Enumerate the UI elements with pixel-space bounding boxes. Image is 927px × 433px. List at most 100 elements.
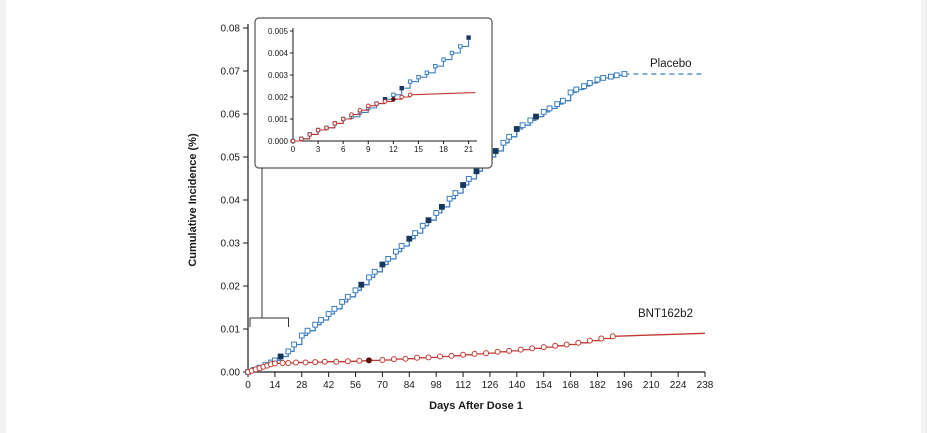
x-tick-label: 14 (269, 380, 281, 391)
inset-x-tick-label: 18 (439, 145, 448, 154)
x-tick-label: 0 (245, 380, 251, 391)
placebo-marker (446, 195, 453, 202)
bnt162b2-marker (271, 360, 278, 367)
placebo-marker (465, 176, 472, 182)
bnt162b2-marker (290, 138, 296, 144)
placebo-curve-label: Placebo (650, 58, 692, 70)
placebo-marker (318, 317, 324, 323)
page-edge-right (921, 0, 927, 433)
placebo-marker (312, 321, 319, 328)
placebo-marker (533, 113, 539, 120)
bnt162b2-marker (315, 127, 321, 133)
bnt162b2-marker (506, 347, 513, 354)
placebo-marker (441, 57, 446, 62)
inset-x-tick-label: 21 (464, 145, 473, 154)
placebo-marker (416, 75, 421, 80)
placebo-marker (506, 133, 513, 140)
bnt162b2-marker (586, 337, 593, 344)
bnt162b2-marker (391, 96, 396, 102)
bnt162b2-marker (374, 101, 379, 106)
placebo-marker (425, 217, 432, 224)
placebo-marker (277, 353, 284, 360)
placebo-marker (391, 92, 396, 97)
placebo-marker (466, 35, 471, 40)
placebo-marker (449, 50, 455, 56)
bnt162b2-curve (248, 336, 614, 373)
y-tick-label: 0.08 (221, 24, 241, 35)
bnt162b2-marker (366, 357, 372, 364)
bnt162b2-marker (402, 355, 409, 362)
inset-y-tick-label: 0.000 (268, 137, 289, 146)
placebo-marker (608, 73, 614, 80)
inset-y-tick-label: 0.004 (268, 49, 289, 58)
placebo-marker (546, 105, 553, 112)
bnt162b2-marker (563, 341, 570, 348)
y-tick-label: 0.06 (221, 110, 241, 121)
bnt162b2-marker (425, 354, 432, 361)
bnt162b2-marker (349, 112, 354, 117)
placebo-marker (371, 268, 378, 275)
x-tick-label: 56 (350, 380, 362, 391)
y-tick-label: 0.01 (221, 325, 241, 336)
bnt162b2-marker (609, 333, 616, 340)
y-tick-label: 0.07 (221, 67, 241, 78)
bnt162b2-marker (333, 358, 340, 365)
inset-x-tick-label: 6 (341, 145, 346, 154)
placebo-marker (393, 248, 399, 255)
bnt162b2-marker (340, 116, 346, 122)
placebo-marker (366, 274, 372, 281)
bnt162b2-marker (302, 359, 309, 366)
placebo-marker (613, 72, 620, 79)
placebo-marker (540, 109, 547, 115)
x-tick-label: 84 (404, 380, 416, 391)
bnt162b2-marker (299, 136, 304, 142)
bnt162b2-marker (344, 358, 351, 365)
placebo-marker (527, 117, 534, 124)
placebo-marker (452, 190, 459, 196)
inset-y-tick-label: 0.005 (268, 27, 289, 36)
placebo-marker (291, 341, 298, 348)
bnt162b2-marker (332, 121, 338, 126)
placebo-marker (331, 305, 338, 312)
bnt162b2-marker (414, 354, 420, 361)
inset-box (254, 17, 493, 169)
bnt162b2-marker (598, 335, 605, 342)
x-tick-label: 238 (697, 380, 714, 391)
placebo-marker (560, 97, 566, 104)
inset-x-tick-label: 9 (366, 145, 371, 154)
x-tick-label: 182 (589, 380, 606, 391)
placebo-marker (513, 126, 520, 132)
bnt162b2-marker (307, 132, 313, 137)
x-tick-label: 42 (323, 380, 335, 391)
y-axis-title: Cumulative Incidence (%) (187, 133, 199, 267)
bnt162b2-marker (437, 353, 443, 360)
x-tick-label: 70 (377, 380, 389, 391)
placebo-marker (339, 299, 346, 305)
placebo-marker (460, 182, 467, 188)
bnt162b2-marker (382, 99, 388, 104)
bnt162b2-marker (483, 350, 490, 357)
placebo-marker (600, 75, 607, 81)
x-tick-label: 224 (670, 380, 687, 391)
bnt162b2-marker (379, 357, 386, 363)
inset-x-tick-label: 3 (316, 145, 321, 154)
bnt162b2-marker (517, 346, 524, 353)
placebo-marker (419, 222, 426, 229)
placebo-marker (458, 44, 463, 49)
y-tick-label: 0.05 (221, 153, 241, 164)
x-tick-label: 196 (616, 380, 633, 391)
placebo-marker (573, 86, 580, 93)
placebo-marker (492, 148, 499, 154)
placebo-marker (379, 261, 386, 268)
bnt162b2-marker (293, 359, 299, 366)
placebo-marker (325, 311, 332, 317)
bnt162b2-marker (366, 103, 371, 109)
x-tick-label: 28 (296, 380, 308, 391)
placebo-curve (248, 74, 626, 373)
placebo-marker (621, 71, 628, 77)
bnt162b2-marker (324, 125, 329, 131)
bnt162b2-marker (356, 357, 363, 364)
placebo-marker (398, 243, 405, 249)
placebo-marker (519, 122, 526, 129)
